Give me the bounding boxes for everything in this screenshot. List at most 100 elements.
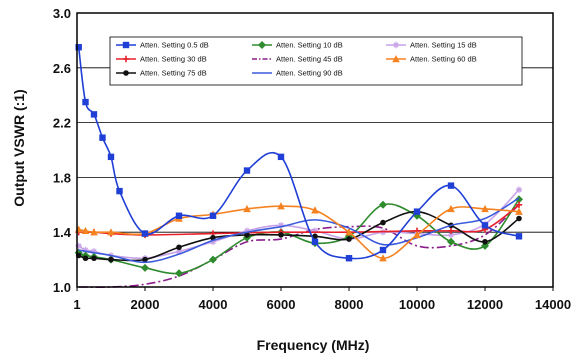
- data-point: [90, 228, 98, 236]
- x-axis-title: Frequency (MHz): [257, 337, 370, 353]
- x-tick-label: 6000: [267, 297, 296, 312]
- legend-label: Atten. Setting 30 dB: [140, 55, 207, 64]
- legend-label: Atten. Setting 60 dB: [410, 55, 477, 64]
- data-point: [175, 248, 183, 255]
- data-point: [209, 212, 217, 219]
- y-tick-label: 1.0: [53, 280, 71, 295]
- series-8: [78, 197, 520, 264]
- legend-label: Atten. Setting 0.5 dB: [140, 41, 209, 50]
- data-point: [515, 233, 523, 240]
- y-tick-label: 1.8: [53, 170, 71, 185]
- y-tick-label: 1.4: [53, 225, 72, 240]
- data-point: [380, 219, 386, 226]
- legend-marker: [392, 41, 400, 49]
- legend-item: Atten. Setting 60 dB: [386, 55, 477, 64]
- data-point: [277, 202, 285, 210]
- data-point: [74, 225, 83, 233]
- legend-item: Atten. Setting 10 dB: [252, 41, 343, 50]
- y-tick-label: 2.6: [53, 61, 71, 76]
- x-tick-label: 8000: [335, 297, 364, 312]
- data-point: [345, 255, 353, 262]
- legend-marker: [258, 41, 266, 49]
- data-point: [175, 212, 183, 219]
- x-tick-label: 12000: [467, 297, 503, 312]
- y-tick-label: 3.0: [53, 6, 71, 21]
- data-point: [277, 153, 285, 161]
- x-tick-label: 10000: [399, 297, 435, 312]
- data-point: [346, 236, 352, 242]
- legend-item: Atten. Setting 15 dB: [386, 41, 477, 50]
- data-point: [447, 182, 455, 189]
- data-point: [379, 246, 387, 254]
- legend-item: Atten. Setting 75 dB: [116, 69, 207, 78]
- y-axis-title: Output VSWR (:1): [11, 89, 27, 206]
- data-point: [515, 195, 523, 204]
- series-line: [78, 205, 520, 260]
- y-tick-label: 2.2: [53, 116, 71, 131]
- legend-marker: [122, 41, 130, 49]
- data-point: [311, 238, 319, 245]
- data-point: [210, 234, 216, 241]
- data-point: [243, 204, 251, 213]
- data-point: [481, 241, 489, 250]
- legend-label: Atten. Setting 15 dB: [410, 41, 477, 50]
- x-tick-label: 4000: [199, 297, 228, 312]
- legend-label: Atten. Setting 10 dB: [276, 41, 343, 50]
- legend-marker: [123, 70, 129, 76]
- series-1: [75, 44, 523, 262]
- legend-marker: [392, 55, 400, 63]
- data-point: [176, 244, 182, 251]
- data-point: [107, 153, 115, 161]
- x-tick-label: 1: [73, 297, 80, 312]
- data-point: [75, 44, 82, 51]
- data-point: [413, 208, 421, 215]
- data-point: [278, 232, 284, 238]
- data-point: [447, 231, 455, 239]
- data-point: [142, 256, 148, 263]
- data-point: [311, 227, 319, 235]
- data-point: [447, 204, 455, 213]
- data-point: [107, 228, 115, 236]
- legend-box: [109, 36, 523, 86]
- data-point: [82, 246, 89, 254]
- data-point: [515, 186, 523, 193]
- data-point: [277, 222, 285, 229]
- data-point: [209, 238, 217, 245]
- legend: Atten. Setting 0.5 dB Atten. Setting 10 d…: [109, 36, 523, 86]
- series-5: [78, 204, 520, 289]
- data-point: [244, 232, 250, 238]
- data-point: [516, 215, 522, 222]
- data-point: [515, 201, 523, 208]
- legend-item: Atten. Setting 30 dB: [116, 55, 207, 64]
- legend-label: Atten. Setting 45 dB: [276, 55, 343, 64]
- data-point: [447, 227, 455, 235]
- series-line: [78, 197, 520, 264]
- data-point: [116, 187, 123, 195]
- legend-item: Atten. Setting 45 dB: [252, 55, 343, 64]
- data-point: [175, 269, 183, 278]
- data-point: [481, 204, 489, 213]
- data-point: [413, 230, 421, 239]
- data-point: [99, 134, 106, 141]
- legend-label: Atten. Setting 90 dB: [276, 69, 343, 78]
- data-point: [311, 206, 319, 214]
- data-point: [345, 228, 353, 236]
- data-point: [141, 263, 149, 272]
- data-point: [243, 167, 251, 174]
- data-point: [482, 238, 488, 245]
- data-point: [447, 237, 455, 246]
- x-tick-label: 14000: [535, 297, 571, 312]
- data-point: [379, 200, 387, 209]
- data-point: [243, 227, 251, 235]
- data-point: [91, 255, 97, 262]
- legend-label: Atten. Setting 75 dB: [140, 69, 207, 78]
- x-tick-label: 2000: [131, 297, 160, 312]
- data-point: [90, 111, 98, 118]
- data-point: [75, 242, 82, 250]
- legend-marker: [122, 55, 130, 63]
- plot-frame: [76, 12, 554, 288]
- data-point: [90, 248, 98, 255]
- data-point: [209, 255, 217, 264]
- tick-labels: 1.01.41.82.22.63.01 2000 4000 6000 8000 10000…: [53, 6, 571, 312]
